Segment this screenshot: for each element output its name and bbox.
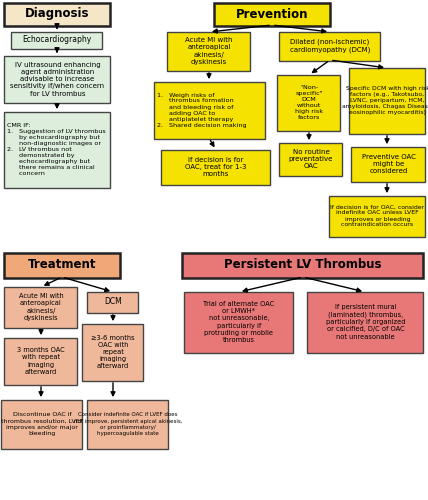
FancyBboxPatch shape bbox=[5, 286, 77, 328]
Text: Dilated (non-ischemic)
cardiomyopathy (DCM): Dilated (non-ischemic) cardiomyopathy (D… bbox=[290, 39, 370, 53]
Text: Specific DCM with high risk
factors (e.g., Takotsubo,
LVNC, peripartum, HCM,
amy: Specific DCM with high risk factors (e.g… bbox=[342, 86, 428, 115]
Text: 1.   Weigh risks of
      thrombus formation
      and bleeding risk of
      ad: 1. Weigh risks of thrombus formation and… bbox=[157, 92, 247, 128]
FancyBboxPatch shape bbox=[351, 146, 425, 182]
Text: Acute MI with
anteroapical
akinesis/
dyskinesis: Acute MI with anteroapical akinesis/ dys… bbox=[19, 293, 63, 321]
FancyBboxPatch shape bbox=[12, 32, 102, 48]
Text: Discontinue OAC if
thrombus resolution, LVEF
improves and/or major
bleeding: Discontinue OAC if thrombus resolution, … bbox=[1, 412, 83, 436]
Text: Preventive OAC
might be
considered: Preventive OAC might be considered bbox=[362, 154, 416, 174]
Text: CMR IF:
1.   Suggestion of LV thrombus
      by echocardiography but
      non-d: CMR IF: 1. Suggestion of LV thrombus by … bbox=[7, 123, 106, 176]
Text: 3 months OAC
with repeat
imaging
afterward: 3 months OAC with repeat imaging afterwa… bbox=[17, 347, 65, 375]
FancyBboxPatch shape bbox=[87, 400, 169, 448]
FancyBboxPatch shape bbox=[2, 400, 83, 448]
FancyBboxPatch shape bbox=[83, 324, 143, 380]
Text: Treatment: Treatment bbox=[28, 258, 97, 272]
Text: If decision is for OAC, consider
indefinite OAC unless LVEF
improves or bleeding: If decision is for OAC, consider indefin… bbox=[330, 204, 425, 228]
Text: Echocardiography: Echocardiography bbox=[22, 36, 92, 44]
Text: If persistent mural
(laminated) thrombus,
particularly if organized
or calcified: If persistent mural (laminated) thrombus… bbox=[326, 304, 405, 340]
Text: DCM: DCM bbox=[104, 298, 122, 306]
Text: Persistent LV Thrombus: Persistent LV Thrombus bbox=[224, 258, 382, 272]
FancyBboxPatch shape bbox=[182, 252, 423, 278]
Text: IV ultrasound enhancing
agent administration
advisable to increase
sensitivity i: IV ultrasound enhancing agent administra… bbox=[10, 62, 104, 96]
Text: Consider indefinite OAC if LVEF does
not improve, persistent apical akinesis,
or: Consider indefinite OAC if LVEF does not… bbox=[74, 412, 182, 436]
FancyBboxPatch shape bbox=[184, 292, 294, 352]
Text: Diagnosis: Diagnosis bbox=[25, 8, 90, 20]
FancyBboxPatch shape bbox=[161, 150, 270, 184]
FancyBboxPatch shape bbox=[5, 2, 110, 26]
FancyBboxPatch shape bbox=[307, 292, 423, 352]
FancyBboxPatch shape bbox=[5, 56, 110, 102]
FancyBboxPatch shape bbox=[330, 196, 425, 236]
Text: ≥3-6 months
OAC with
repeat
imaging
afterward: ≥3-6 months OAC with repeat imaging afte… bbox=[91, 334, 135, 370]
FancyBboxPatch shape bbox=[214, 2, 330, 26]
FancyBboxPatch shape bbox=[279, 142, 342, 176]
Text: If decision is for
OAC, treat for 1-3
months: If decision is for OAC, treat for 1-3 mo… bbox=[185, 157, 247, 178]
FancyBboxPatch shape bbox=[5, 252, 121, 278]
FancyBboxPatch shape bbox=[155, 82, 265, 138]
FancyBboxPatch shape bbox=[5, 112, 110, 188]
Text: Prevention: Prevention bbox=[236, 8, 309, 20]
FancyBboxPatch shape bbox=[5, 338, 77, 384]
FancyBboxPatch shape bbox=[167, 32, 250, 70]
Text: Trial of alternate OAC
or LMWH*
not unreasonable,
particularly if
protruding or : Trial of alternate OAC or LMWH* not unre… bbox=[203, 301, 275, 343]
FancyBboxPatch shape bbox=[277, 74, 341, 130]
FancyBboxPatch shape bbox=[350, 68, 425, 134]
FancyBboxPatch shape bbox=[279, 32, 380, 60]
Text: "Non-
specific"
DCM
without
high risk
factors: "Non- specific" DCM without high risk fa… bbox=[295, 85, 323, 120]
Text: Acute MI with
anteroapical
akinesis/
dyskinesis: Acute MI with anteroapical akinesis/ dys… bbox=[185, 37, 233, 65]
Text: No routine
preventative
OAC: No routine preventative OAC bbox=[289, 149, 333, 169]
FancyBboxPatch shape bbox=[87, 292, 139, 312]
